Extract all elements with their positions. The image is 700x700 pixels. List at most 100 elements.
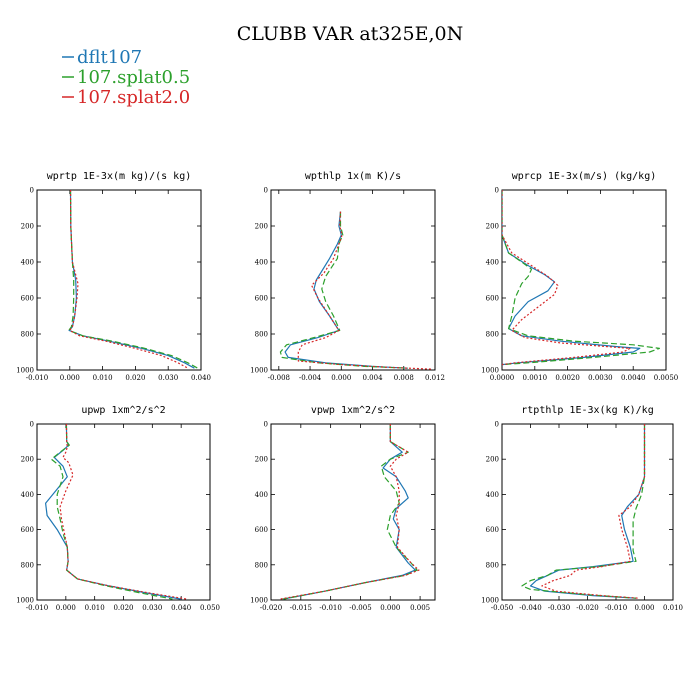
series-line-dflt107 — [68, 190, 195, 369]
y-tick-label: 800 — [486, 331, 499, 339]
y-tick-label: 400 — [486, 491, 499, 499]
x-tick-label: 0.020 — [125, 374, 145, 382]
y-tick-label: 1000 — [250, 367, 268, 375]
x-tick-label: 0.050 — [200, 604, 220, 612]
legend-label-2: 107.splat2.0 — [77, 87, 190, 108]
y-tick-label: 200 — [255, 456, 268, 464]
y-tick-label: 600 — [21, 526, 34, 534]
y-tick-label: 600 — [486, 295, 499, 303]
series-line-dflt107 — [282, 424, 416, 600]
y-tick-label: 200 — [486, 456, 499, 464]
x-tick-label: -0.020 — [260, 604, 282, 612]
y-tick-label: 400 — [486, 259, 499, 267]
legend: dflt107 107.splat0.5 107.splat2.0 — [62, 47, 190, 108]
y-tick-label: 400 — [21, 259, 34, 267]
x-tick-label: 0.0040 — [621, 374, 646, 382]
x-tick-label: 0.012 — [425, 374, 445, 382]
legend-entry-0: dflt107 — [62, 47, 142, 68]
series-line-107.splat2.0 — [297, 211, 432, 370]
series-line-107.splat0.5 — [68, 190, 198, 369]
x-tick-label: 0.0010 — [523, 374, 548, 382]
x-tick-label: 0.000 — [634, 604, 654, 612]
y-tick-label: 0 — [495, 187, 499, 195]
y-tick-label: 0 — [495, 421, 499, 429]
x-tick-label: -0.020 — [576, 604, 598, 612]
plot-frame-2 — [501, 189, 667, 371]
y-tick-label: 200 — [21, 223, 34, 231]
panel-3: upwp 1xm^2/s^2 -0.010 0.000 0.010 0.020 0.030… — [16, 405, 220, 612]
x-tick-label: 0.0020 — [555, 374, 580, 382]
y-tick-label: 0 — [30, 187, 34, 195]
series-line-107.splat2.0 — [279, 424, 420, 600]
x-tick-label: 0.0030 — [588, 374, 613, 382]
x-tick-label: -0.030 — [548, 604, 570, 612]
y-tick-label: 600 — [21, 295, 34, 303]
series-line-107.splat0.5 — [521, 424, 646, 599]
x-tick-label: 0.010 — [663, 604, 683, 612]
plot-frame-0 — [36, 189, 202, 371]
y-tick-label: 800 — [255, 331, 268, 339]
series-line-dflt107 — [284, 211, 408, 369]
y-tick-label: 400 — [21, 491, 34, 499]
x-tick-label: 0.000 — [60, 374, 80, 382]
series-line-dflt107 — [529, 424, 646, 599]
x-tick-label: 0.000 — [331, 374, 351, 382]
y-tick-label: 1000 — [481, 597, 499, 605]
x-tick-label: 0.040 — [191, 374, 211, 382]
series-line-107.splat2.0 — [59, 424, 187, 600]
x-tick-label: 0.020 — [113, 604, 133, 612]
series-line-dflt107 — [502, 190, 641, 366]
y-tick-label: 800 — [21, 561, 34, 569]
x-tick-label: -0.010 — [26, 374, 48, 382]
x-tick-label: -0.015 — [290, 604, 312, 612]
x-tick-label: 0.010 — [85, 604, 105, 612]
panel-0: wprtp 1E-3x(m kg)/(s kg) -0.010 0.000 0.010… — [16, 171, 211, 382]
panel-title-3: upwp 1xm^2/s^2 — [81, 405, 165, 416]
panel-title-4: vpwp 1xm^2/s^2 — [311, 405, 395, 416]
x-tick-label: -0.004 — [299, 374, 322, 382]
y-tick-label: 0 — [264, 187, 268, 195]
x-tick-label: 0.030 — [158, 374, 178, 382]
series-line-dflt107 — [44, 424, 182, 600]
y-tick-label: 400 — [255, 259, 268, 267]
y-tick-label: 200 — [486, 223, 499, 231]
panel-title-5: rtpthlp 1E-3x(kg K)/kg — [521, 405, 653, 416]
x-tick-label: 0.0000 — [490, 374, 515, 382]
panel-title-2: wprcp 1E-3x(m/s) (kg/kg) — [512, 171, 657, 182]
panel-4: vpwp 1xm^2/s^2 -0.020 -0.015 -0.010 -0.005 0.… — [250, 405, 436, 612]
legend-entry-2: 107.splat2.0 — [62, 87, 190, 108]
series-line-107.splat0.5 — [279, 211, 408, 369]
plot-frame-5 — [501, 423, 674, 601]
plot-frame-1 — [270, 189, 436, 371]
x-tick-label: -0.010 — [319, 604, 341, 612]
x-tick-label: 0.005 — [410, 604, 430, 612]
x-tick-label: 0.010 — [93, 374, 113, 382]
y-tick-label: 600 — [255, 295, 268, 303]
x-tick-label: 0.004 — [363, 374, 384, 382]
legend-label-0: dflt107 — [77, 47, 142, 68]
legend-label-1: 107.splat0.5 — [77, 67, 190, 88]
x-tick-label: -0.008 — [268, 374, 290, 382]
y-tick-label: 200 — [21, 456, 34, 464]
x-tick-label: 0.030 — [142, 604, 162, 612]
panel-title-0: wprtp 1E-3x(m kg)/(s kg) — [47, 171, 192, 182]
page-title: CLUBB VAR at325E,0N — [237, 23, 463, 45]
x-tick-label: -0.040 — [519, 604, 541, 612]
y-tick-label: 1000 — [250, 597, 268, 605]
y-tick-label: 800 — [21, 331, 34, 339]
y-tick-label: 0 — [30, 421, 34, 429]
series-line-107.splat2.0 — [541, 424, 646, 599]
y-tick-label: 1000 — [481, 367, 499, 375]
y-tick-label: 200 — [255, 223, 268, 231]
series-line-107.splat2.0 — [69, 190, 189, 369]
y-tick-label: 1000 — [16, 597, 34, 605]
y-tick-label: 600 — [255, 526, 268, 534]
y-tick-label: 1000 — [16, 367, 34, 375]
series-line-107.splat0.5 — [502, 190, 661, 366]
x-tick-label: -0.005 — [349, 604, 371, 612]
panel-title-1: wpthlp 1x(m K)/s — [305, 171, 401, 182]
y-tick-label: 800 — [255, 561, 268, 569]
panel-5: rtpthlp 1E-3x(kg K)/kg -0.050 -0.040 -0.030… — [481, 405, 683, 612]
x-tick-label: 0.000 — [380, 604, 400, 612]
